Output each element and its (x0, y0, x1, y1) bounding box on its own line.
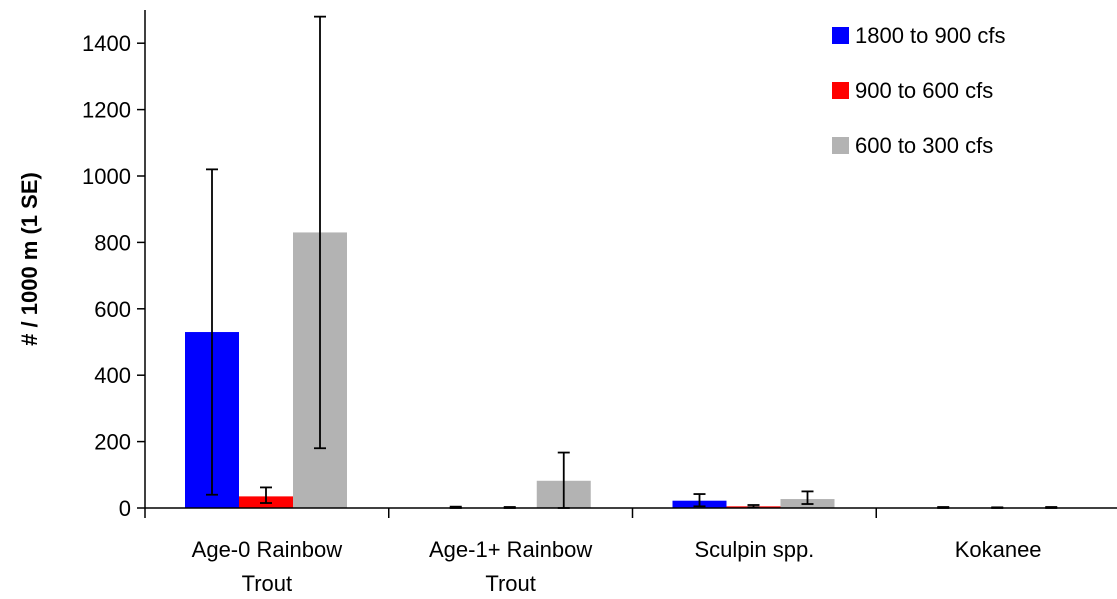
x-category-label-line: Trout (242, 571, 293, 596)
error-bars-layer (206, 15, 1058, 509)
x-category-label-line: Sculpin spp. (694, 537, 814, 562)
y-tick-label: 200 (94, 430, 131, 455)
x-category-label: Age-1+ Rainbow Trout (429, 537, 592, 596)
y-axis-title: # / 1000 m (1 SE) (17, 172, 42, 346)
x-category-label: Kokanee (955, 537, 1042, 562)
legend-label: 900 to 600 cfs (855, 78, 993, 103)
y-ticks: 0 200 400 600 800 1000 1200 1400 (82, 31, 145, 521)
y-tick-label: 1200 (82, 98, 131, 123)
x-category-label-line: Trout (485, 571, 536, 596)
x-category-labels: Age-0 Rainbow Trout Age-1+ Rainbow Trout Scu… (144, 508, 1042, 596)
x-category-label-line: Age-0 Rainbow (192, 537, 343, 562)
y-tick-label: 1000 (82, 164, 131, 189)
x-category-label: Sculpin spp. (694, 537, 814, 562)
y-tick-label: 600 (94, 297, 131, 322)
legend-swatch (832, 27, 849, 44)
y-tick-label: 400 (94, 363, 131, 388)
legend-label: 1800 to 900 cfs (855, 23, 1005, 48)
legend-label: 600 to 300 cfs (855, 133, 993, 158)
x-category-label-line: Kokanee (955, 537, 1042, 562)
bars-layer (185, 232, 835, 508)
legend-swatch (832, 137, 849, 154)
y-tick-label: 1400 (82, 31, 131, 56)
legend: 1800 to 900 cfs 900 to 600 cfs 600 to 300 … (832, 23, 1005, 158)
x-category-label-line: Age-1+ Rainbow (429, 537, 592, 562)
legend-swatch (832, 82, 849, 99)
y-tick-label: 800 (94, 230, 131, 255)
x-category-label: Age-0 Rainbow Trout (192, 537, 343, 596)
y-tick-label: 0 (119, 496, 131, 521)
